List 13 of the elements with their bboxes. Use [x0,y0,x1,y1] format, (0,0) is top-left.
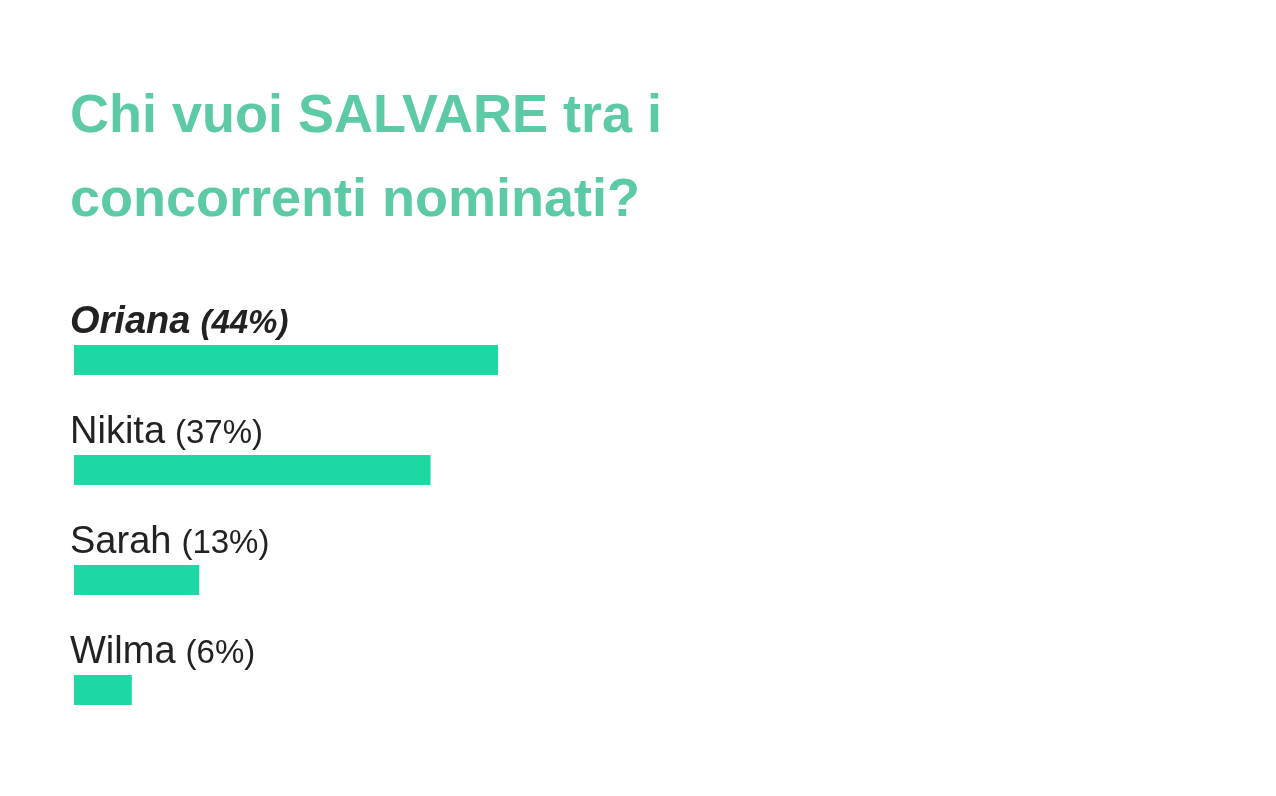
data-label: (6%) [185,633,256,670]
chart-title: Chi vuoi SALVARE tra i concorrenti nominati? [70,83,663,227]
data-label: (13%) [181,523,270,560]
bar [74,455,431,485]
y-tick-label: Nikita [70,409,166,451]
bar [74,345,498,375]
bar [74,675,132,705]
data-label: (44%) [200,303,289,340]
y-tick-label: Wilma [70,629,176,671]
y-tick-label: Sarah [70,519,172,561]
y-tick-label: Oriana [70,299,191,341]
data-label: (37%) [175,413,264,450]
bar [74,565,200,595]
